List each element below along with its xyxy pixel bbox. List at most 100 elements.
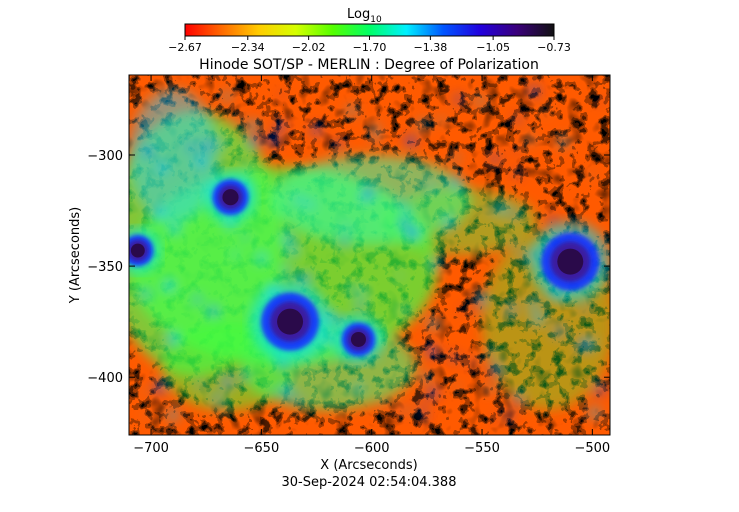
field-region (129, 88, 218, 222)
colorbar: Log10 −2.67 −2.34 −2.02 −1.70 −1.38 −1.05 −0.7… (168, 7, 571, 54)
sunspots (129, 171, 610, 364)
network-element (451, 177, 462, 188)
x-axis-label: X (Arcseconds) (320, 458, 417, 473)
network-element (493, 417, 497, 421)
network-element (168, 410, 178, 420)
network-element (298, 275, 306, 283)
network-element (223, 92, 231, 100)
chart-title: Hinode SOT/SP - MERLIN : Degree of Polar… (199, 57, 539, 73)
network-element (141, 389, 145, 394)
x-tick-label: −500 (574, 441, 610, 456)
network-element (533, 313, 543, 323)
network-element (450, 354, 458, 361)
network-element (530, 86, 539, 96)
network-element (381, 402, 386, 407)
network-element (243, 235, 248, 240)
network-element (419, 403, 425, 409)
network-element (167, 334, 178, 345)
network-element (143, 147, 153, 156)
network-element (279, 92, 284, 97)
network-element (529, 300, 538, 309)
network-element (402, 308, 408, 313)
y-axis-ticks: −300 −350 −400 (87, 149, 610, 386)
network-element (487, 385, 494, 392)
network-element (145, 414, 149, 418)
network-element (276, 122, 285, 131)
network-element (520, 253, 526, 259)
network-element (154, 382, 165, 393)
timestamp: 30-Sep-2024 02:54:04.388 (282, 475, 457, 490)
plot-frame (128, 74, 611, 436)
network-element (469, 359, 476, 366)
network-element (283, 266, 291, 274)
network-element (419, 120, 427, 128)
network-element (406, 226, 416, 237)
network-element (422, 373, 430, 381)
colorbar-tick-label: −1.38 (414, 41, 448, 54)
network-element (443, 217, 454, 228)
network-element (549, 217, 557, 225)
network-element (474, 307, 479, 312)
network-element (477, 299, 484, 306)
network-element (295, 196, 303, 204)
network-element (487, 351, 494, 358)
network-element (589, 408, 600, 418)
network-element (582, 305, 588, 311)
network-element (398, 200, 405, 208)
network-element (461, 307, 466, 311)
network-element (281, 386, 292, 396)
x-axis-ticks: −700 −650 −600 −550 −500 (133, 75, 610, 456)
network-element (164, 281, 174, 291)
x-tick-label: −700 (133, 441, 169, 456)
network-element (312, 125, 321, 135)
network-element (399, 408, 404, 414)
sunspot (334, 315, 383, 364)
network-element (157, 163, 167, 173)
network-element (406, 407, 410, 412)
colorbar-gradient (184, 23, 555, 37)
network-element (455, 384, 460, 389)
network-element (161, 99, 166, 104)
network-element (203, 141, 213, 151)
network-element (216, 140, 224, 147)
network-element (555, 327, 563, 336)
network-element (335, 141, 343, 149)
sunspot (250, 281, 331, 362)
colorbar-ticks: −2.67 −2.34 −2.02 −1.70 −1.38 −1.05 −0.73 (168, 36, 571, 54)
network-element (372, 124, 379, 131)
field-region (382, 188, 538, 255)
network-element (372, 132, 380, 140)
y-axis-label: Y (Arcseconds) (68, 207, 83, 304)
network-element (248, 120, 258, 131)
x-tick-label: −550 (464, 441, 500, 456)
network-element (427, 183, 434, 189)
network-element (192, 159, 197, 164)
network-element (358, 290, 365, 297)
network-element (240, 373, 247, 381)
network-element (487, 210, 492, 214)
network-element (288, 245, 297, 255)
network-element (232, 252, 238, 257)
network-element (304, 274, 311, 281)
y-tick-label: −400 (87, 371, 123, 386)
x-tick-label: −600 (354, 441, 390, 456)
colorbar-tick-label: −1.05 (476, 41, 510, 54)
network-element (283, 234, 293, 244)
network-element (141, 290, 150, 298)
colorbar-tick-label: −1.70 (353, 41, 387, 54)
y-tick-label: −350 (87, 260, 123, 275)
network-element (349, 286, 355, 292)
sunspot (129, 228, 161, 273)
network-element (491, 155, 499, 163)
network-element (306, 201, 314, 208)
network-element (193, 296, 201, 303)
network-element (427, 346, 438, 357)
colorbar-tick-label: −0.73 (537, 41, 571, 54)
network-element (243, 166, 248, 171)
network-element (589, 172, 594, 176)
network-element (399, 218, 408, 228)
network-element (154, 208, 165, 219)
network-element (268, 135, 279, 146)
x-tick-label: −650 (244, 441, 280, 456)
